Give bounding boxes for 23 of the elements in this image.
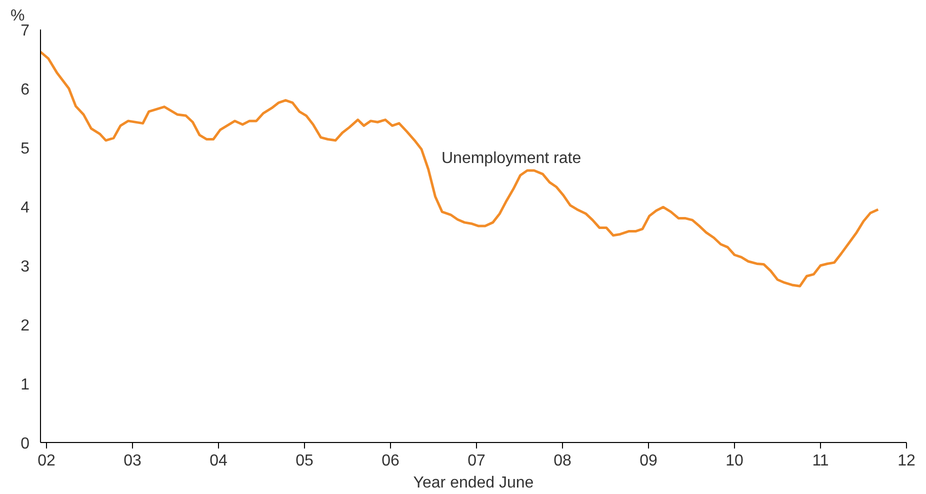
y-tick-label: 0 [20, 436, 30, 452]
x-tick-label: 03 [124, 452, 142, 470]
line-series [40, 50, 880, 288]
x-tick-label: 09 [640, 452, 658, 470]
x-tick-label: 02 [38, 452, 56, 470]
y-tick-label: 5 [20, 140, 30, 158]
y-axis-title: % [10, 8, 25, 24]
x-tick-label: 08 [554, 452, 572, 470]
x-tick-label: 06 [382, 452, 400, 470]
y-tick-label: 7 [20, 22, 30, 40]
y-tick-label: 2 [20, 318, 30, 334]
x-tick-label: 12 [898, 452, 916, 470]
y-tick-label: 4 [20, 200, 30, 216]
x-tick-label: 11 [812, 452, 829, 470]
x-tick-label: 04 [210, 452, 228, 470]
x-tick-label: 05 [296, 452, 314, 470]
y-tick-label: 1 [20, 376, 30, 394]
annotation: Unemployment rate [442, 150, 582, 167]
x-tick-label: 07 [468, 452, 486, 470]
x-axis-title: Year ended June [413, 474, 534, 492]
x-tick-label: 10 [726, 452, 744, 470]
y-tick-label: 6 [20, 82, 30, 98]
y-tick-label: 3 [20, 258, 30, 276]
